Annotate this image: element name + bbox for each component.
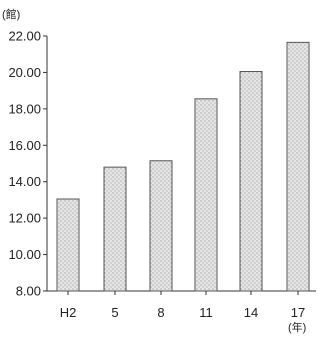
bar-17 (286, 41, 310, 292)
y-tick-label: 12.00 (8, 211, 41, 226)
x-tick-label: 5 (111, 305, 118, 320)
y-tick-label: 14.00 (8, 174, 41, 189)
x-tick-label: H2 (60, 305, 77, 320)
bar-H2 (56, 198, 80, 292)
bars-group (56, 41, 310, 292)
y-tick-label: 18.00 (8, 101, 41, 116)
bar-8 (149, 160, 173, 292)
y-tick-label: 16.00 (8, 138, 41, 153)
y-tick-label: 20.00 (8, 65, 41, 80)
x-tick-label: 8 (157, 305, 164, 320)
y-tick-label: 8.00 (16, 284, 41, 299)
y-tick-label: 22.00 (8, 29, 41, 44)
x-tick-label: 17 (291, 305, 305, 320)
x-axis: H2 5 8 11 14 17 (60, 291, 305, 320)
y-tick-label: 10.00 (8, 247, 41, 262)
y-axis-unit-label: (館) (2, 7, 20, 21)
x-tick-label: 11 (199, 305, 213, 320)
y-axis: 8.00 10.00 12.00 14.00 16.00 18.00 20.00 22.00 (8, 29, 47, 299)
x-axis-unit-label: (年) (288, 320, 306, 334)
x-tick-label: 14 (244, 305, 258, 320)
bar-11 (194, 98, 218, 292)
bar-14 (239, 71, 263, 292)
bar-5 (103, 166, 127, 292)
